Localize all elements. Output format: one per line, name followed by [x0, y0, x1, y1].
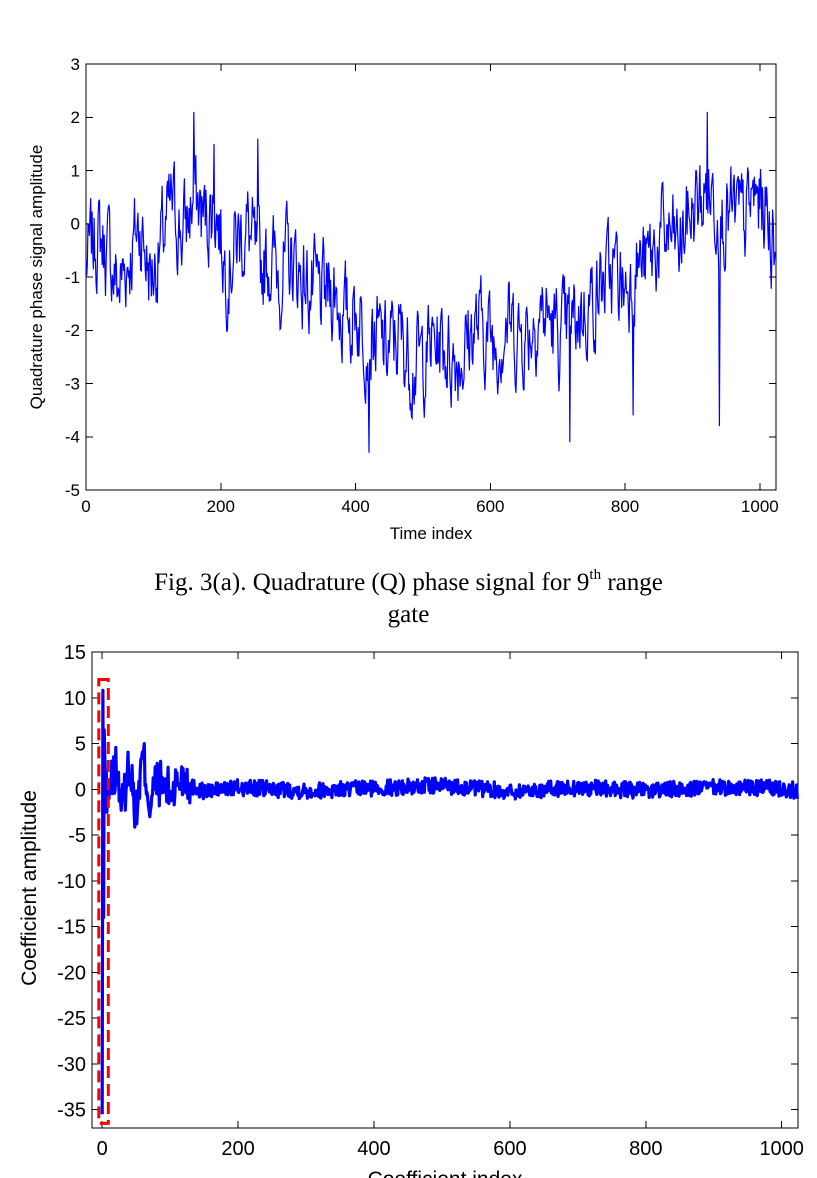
x-tick-label: 600 — [476, 497, 504, 516]
y-axis-label-a: Quadrature phase signal amplitude — [27, 145, 46, 410]
y-tick-label: -5 — [65, 481, 80, 500]
highlight-box — [97, 677, 110, 1125]
y-axis-label-b: Coefficient amplitude — [18, 790, 41, 986]
caption-a-line2: gate — [387, 601, 430, 628]
chart-quadrature-signal: 0 200 400 600 800 1000 -5 -4 -3 -2 -1 0 1 2 3 Time ind… — [27, 55, 779, 543]
x-tick-label: 0 — [81, 497, 90, 516]
x-tick-label: 800 — [611, 497, 639, 516]
x-axis-label-b: Coefficient index — [368, 1168, 523, 1178]
y-tick-label: -35 — [57, 1100, 86, 1122]
x-tick-label: 0 — [97, 1138, 108, 1160]
y-tick-label: -25 — [57, 1008, 86, 1030]
caption-a-text: Fig. 3(a). Quadrature (Q) phase signal f… — [154, 569, 590, 596]
tick-labels-a: 0 200 400 600 800 1000 -5 -4 -3 -2 -1 0 1 2 3 — [65, 55, 779, 516]
series-line-a — [85, 111, 776, 453]
series-line-b — [100, 688, 799, 1115]
plot-area-a — [85, 63, 777, 491]
x-tick-label: 600 — [493, 1138, 526, 1160]
ticks-a — [85, 63, 776, 491]
caption-a-rest: range — [601, 569, 663, 596]
y-tick-label: -3 — [65, 374, 80, 393]
y-tick-label: 3 — [71, 55, 80, 74]
y-tick-label: -20 — [57, 962, 86, 984]
x-tick-label: 800 — [629, 1138, 662, 1160]
y-tick-label: 15 — [64, 643, 86, 664]
y-tick-label: 0 — [75, 779, 86, 801]
figure-caption-a: Fig. 3(a). Quadrature (Q) phase signal f… — [0, 567, 817, 631]
y-tick-label: 0 — [71, 215, 80, 234]
y-tick-label: 5 — [75, 734, 86, 756]
y-tick-label: 2 — [71, 108, 80, 127]
y-tick-label: -4 — [65, 428, 80, 447]
caption-a-sup: th — [589, 566, 602, 583]
x-tick-label: 400 — [341, 497, 369, 516]
x-tick-label: 200 — [221, 1138, 254, 1160]
y-tick-label: -15 — [57, 917, 86, 939]
y-tick-label: -5 — [68, 825, 86, 847]
x-tick-label: 200 — [207, 497, 235, 516]
y-tick-label: -2 — [65, 321, 80, 340]
y-tick-label: -10 — [57, 871, 86, 893]
x-tick-label: 400 — [357, 1138, 390, 1160]
x-tick-label: 1000 — [741, 497, 779, 516]
plot-area-b — [91, 651, 799, 1129]
y-tick-label: 10 — [64, 688, 86, 710]
x-axis-label-a: Time index — [390, 524, 473, 543]
ticks-b — [92, 651, 798, 1128]
tick-labels-b: 0 200 400 600 800 1000 15 10 5 0 -5 -10 -15 -20 -25 -30… — [57, 643, 804, 1160]
y-tick-label: 1 — [71, 161, 80, 180]
x-tick-label: 1000 — [759, 1138, 804, 1160]
y-tick-label: -1 — [65, 268, 80, 287]
y-tick-label: -30 — [57, 1054, 86, 1076]
chart-coefficient-amplitude: 0 200 400 600 800 1000 15 10 5 0 -5 -10 -15 -20 -25 -30… — [18, 643, 804, 1178]
